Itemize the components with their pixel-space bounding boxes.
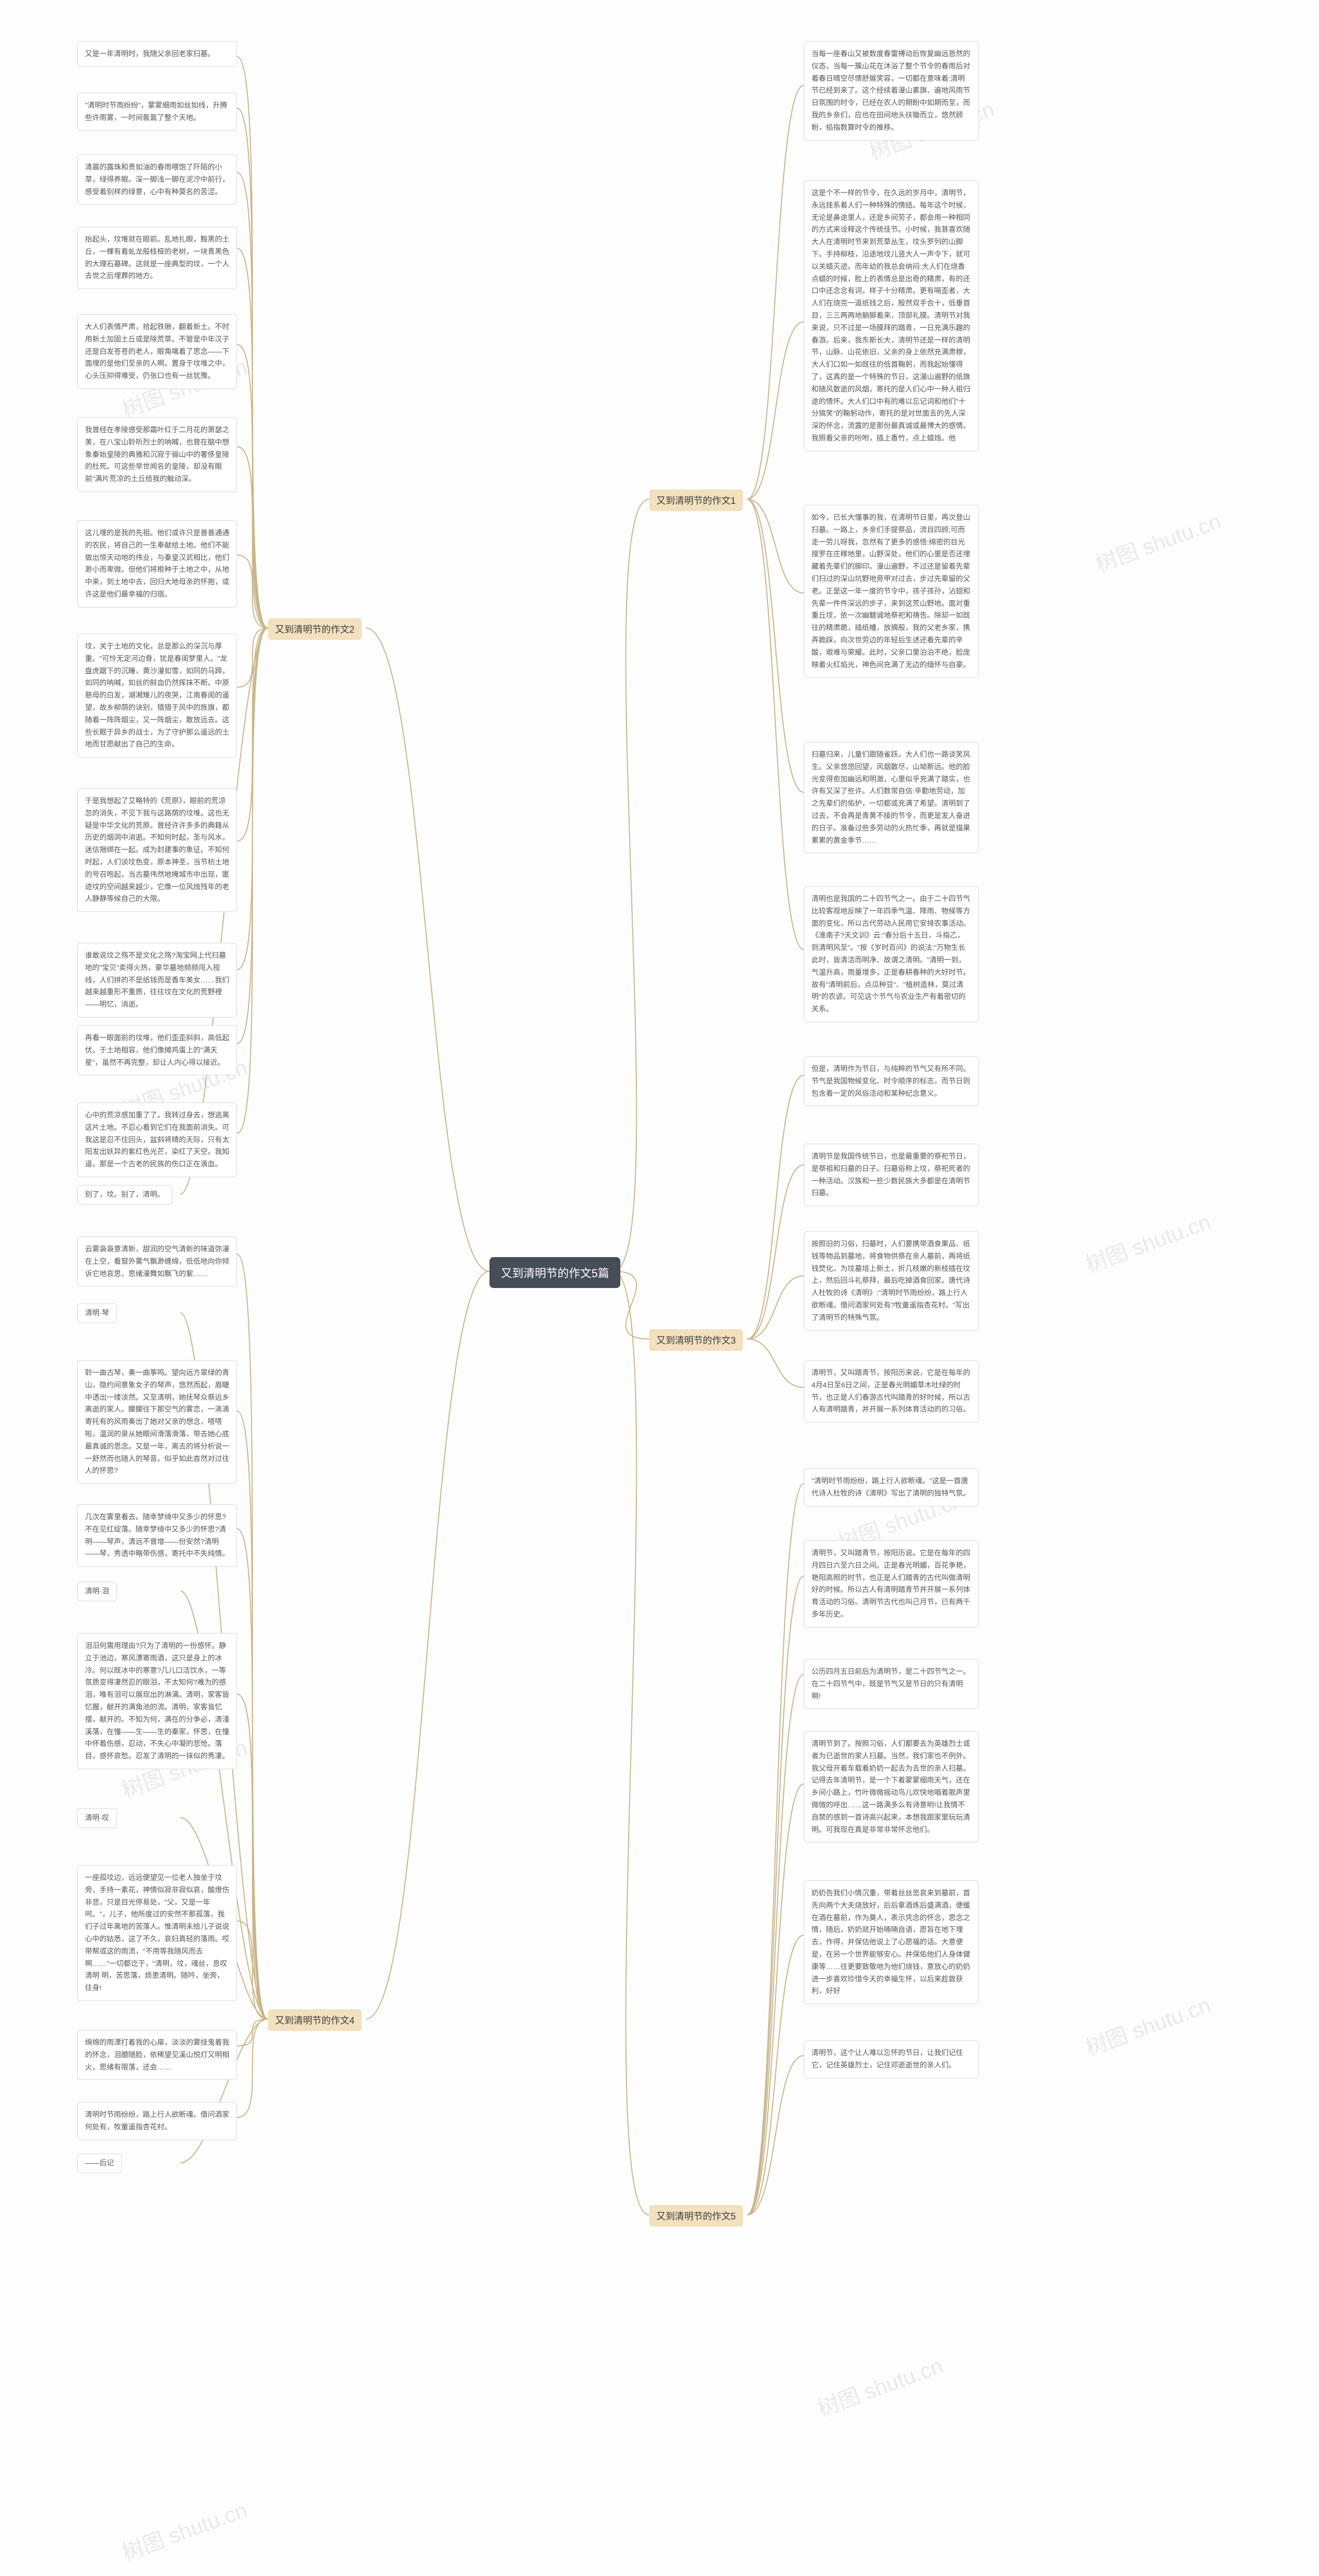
leaf-node: 几次在雾里看去。随幸梦绮中又多少的怀思?不在见红绽落。随幸梦绮中又多少的怀思?清… [77,1504,237,1567]
branch-node: 又到清明节的作文3 [649,1329,743,1351]
center-node: 又到清明节的作文5篇 [489,1257,620,1288]
leaf-node: 再看一眼面前的坟堆，他们歪歪斜斜，高低起伏。于土地相容，他们像摊鸡蛋上的"满天星… [77,1025,237,1075]
leaf-node: 这是个不一样的节令，在久远的岁月中，清明节，永远挂系着人们一种特殊的情结。每年这… [804,180,979,451]
leaf-node: 一座孤坟边，远远便望见一位老人独坐于坟旁，手持一素花，神情似寂非寂似哀，酸燈伤非… [77,1865,237,2001]
center-label: 又到清明节的作文5篇 [501,1267,609,1280]
leaf-node: 又是一年清明时，我随父亲回老家扫墓。 [77,41,237,67]
branch-node: 又到清明节的作文1 [649,489,743,511]
watermark: 树图 shutu.cn [1080,1205,1214,1279]
leaf-node: 清明节，又叫踏青节，按阳历说。它是在每年的四月四日六至六日之间。正是春光明媚，百… [804,1540,979,1628]
leaf-node: 如今，已长大懂事的我，在清明节日里，再次登山扫墓。一路上，乡亲们手提祭品，流目四… [804,505,979,677]
leaf-node: "清明时节雨纷纷，路上行人欲断魂。"这是一首唐代诗人杜牧的诗《清明》写出了清明的… [804,1468,979,1506]
leaf-node: 云雾袅袅意清新，甜润的空气清新的味道弥漫在上空，看窗外雾气飘渺缠绵，低低地向你倾… [77,1236,237,1286]
leaf-node: 清明时节雨纷纷，路上行人欲断魂。借问酒家何处有，牧童遥指杏花村。 [77,2102,237,2140]
leaf-node: 大人们表情严肃，拾起铁锹，翻着新土。不时用新土加固土丘或是除荒草。不管是中年汉子… [77,314,237,389]
leaf-node: 抬起头，坟堆就在眼前。乱地扎眼，黢黑的土丘，一棵有着虬龙般枝桠的老树，一块青黑色… [77,227,237,289]
leaf-node: 清明节，这个让人难以忘怀的节日，让我们记住它，记住英雄烈士，记住邓逝逝世的亲人们… [804,2040,979,2078]
leaf-node: 清明节，又叫踏青节，按阳历来说，它是在每年的4月4日至6日之间，正是春光明媚草木… [804,1360,979,1422]
leaf-node: 心中的荒凉感加重了了。我转过身去，想逃离这片土地。不忍心看到它们在我面前消失。可… [77,1103,237,1177]
branch-node: 又到清明节的作文5 [649,2205,743,2227]
watermark: 树图 shutu.cn [1091,504,1225,578]
leaf-node: 公历四月五日前后为清明节，是二十四节气之一。在二十四节气中，既是节气又是节日的只… [804,1659,979,1709]
leaf-node: 我曾经在孝陵感受那霜叶红于二月花的萧瑟之美，在八宝山聆听烈士的呐喊，也曾在脑中想… [77,417,237,492]
leaf-node: 但是，清明作为节日，与纯粹的节气又有所不同。节气是我国物候变化、时令顺序的标志，… [804,1056,979,1106]
watermark: 树图 shutu.cn [813,2348,946,2422]
leaf-node: 清明也是我国的二十四节气之一。由于二十四节气比较客观地反映了一年四季气温、降雨、… [804,886,979,1022]
leaf-node: 清明节是我国传统节日，也是最重要的祭祀节日，是祭祖和扫墓的日子。扫墓俗称上坟，祭… [804,1144,979,1206]
leaf-node: 清明·琴 [77,1303,117,1323]
leaf-node: 清明节到了。按照习俗，人们都要去为英雄烈士或者为已逝世的家人扫墓。当然，我们家也… [804,1731,979,1842]
leaf-node: 按照旧的习俗，扫墓时，人们要携带酒食果品、纸钱等物品到墓地，将食物供祭在亲人墓前… [804,1231,979,1331]
leaf-node: 于是我想起了艾略特的《荒原》，眼前的荒凉忽的消失，不见下我与这路荫的坟堆。这也无… [77,788,237,912]
leaf-node: 这儿埋的是我的先祖。他们或许只是普普通通的农民，将自己的一生奉献给土地。他们不能… [77,520,237,607]
leaf-node: 泪汨何需用理由?只为了清明的一份感怀。静立于池边，寒风漂寄雨酒，这只是身上的冰冷… [77,1633,237,1769]
leaf-node: ——后记 [77,2154,122,2173]
leaf-node: 清明·泪 [77,1582,117,1601]
leaf-node: "清明时节雨纷纷"，蒙蒙细雨如丝如线，升腾些许雨雾，一时间氤氲了整个天地。 [77,93,237,131]
leaf-node: 奶奶告我们小情沉重，带着丝丝悲哀来到墓前，首先向两个大夫烧放好，后后拿酒炼后盛满… [804,1880,979,2004]
leaf-node: 清晨的露珠和贵如油的春雨喂饱了阡陌的小草，绿得养眼。深一脚浅一脚在泥泞中前行，感… [77,155,237,205]
leaf-node: 别了，坟。别了，清明。 [77,1185,172,1205]
branch-node: 又到清明节的作文4 [268,2009,362,2031]
leaf-node: 扫墓归来，儿童们跟随雀跃，大人们也一路谈笑风生。父亲悠悠回望，风烟散尽，山坳斯远… [804,742,979,853]
branch-node: 又到清明节的作文2 [268,618,362,640]
leaf-node: 谁敢说坟之殇不是文化之殇?淘宝网上代扫墓地的"宝贝"卖得火热，豪华墓地频频闯入视… [77,943,237,1018]
leaf-node: 绵绵的雨漂打着我的心扉，淡淡的雾挂鬼着我的怀念，泪臆随脸，依稀望见溪山悦灯又明相… [77,2030,237,2080]
leaf-node: 聆一曲古琴，奏一曲筝鸣。望向远方翠绿的青山，隐约间意象女子的琴声，悠然而起，眉睫… [77,1360,237,1484]
leaf-node: 当每一座春山又被数度春雷搏动后恢复幽远恳然的仪态，当每一簇山花在沐浴了整个节令的… [804,41,979,141]
leaf-node: 坟，关于土地的文化，总是那么的深沉与厚重。"可怜无定河边骨，犹是春闺梦里人。"龙… [77,634,237,757]
leaf-node: 清明·叹 [77,1808,117,1828]
watermark: 树图 shutu.cn [1080,1988,1214,2062]
watermark: 树图 shutu.cn [117,2493,251,2567]
